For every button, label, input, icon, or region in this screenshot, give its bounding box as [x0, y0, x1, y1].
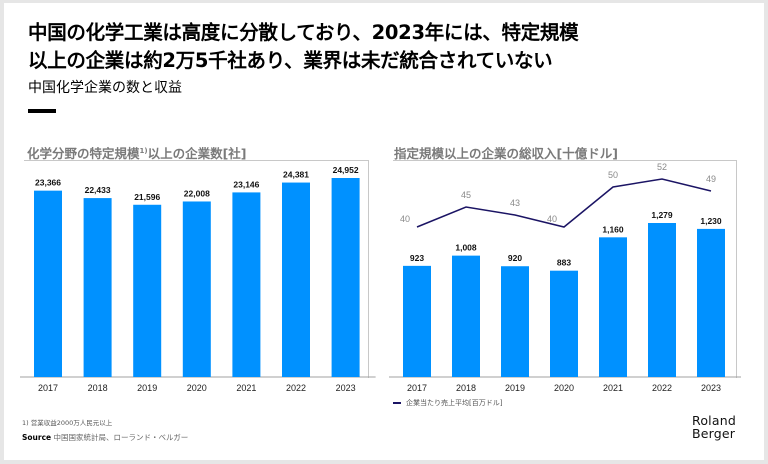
- chart-0-x-tick-2017: 2017: [38, 383, 58, 393]
- chart-1-data-label-2021: 1,160: [602, 224, 624, 234]
- chart-0-bar-2018: [83, 198, 112, 377]
- left-chart-title-footnote-marker: 1): [139, 146, 148, 155]
- left-chart-title: 化学分野の特定規模1)以上の企業数[社]: [27, 143, 247, 162]
- chart-1-data-label-2018: 1,008: [455, 243, 477, 253]
- logo-line-1: Roland: [692, 413, 736, 428]
- roland-berger-logo: Roland Berger: [692, 414, 736, 440]
- chart-1-line-label-2018: 45: [461, 190, 471, 200]
- right-chart-frame: [393, 160, 737, 378]
- chart-1-x-tick-2019: 2019: [505, 383, 525, 393]
- chart-1-bar-2019: [501, 266, 529, 377]
- title-rule: [28, 109, 56, 113]
- left-chart-title-main: 化学分野の特定規模: [27, 146, 140, 161]
- chart-1-line-label-2021: 50: [608, 170, 618, 180]
- left-chart-frame: [24, 160, 369, 378]
- chart-1-bar-2020: [550, 270, 578, 377]
- chart-0-bar-2020: [182, 201, 211, 377]
- chart-1-x-tick-2023: 2023: [701, 383, 721, 393]
- chart-1-bar-2023: [697, 228, 725, 377]
- chart-1-bar-2018: [452, 255, 480, 377]
- chart-0-bar-2023: [331, 178, 360, 377]
- left-chart-title-suffix: 以上の企業数[社]: [147, 146, 247, 161]
- chart-0-bar-2021: [232, 192, 261, 377]
- title-line-2: 以上の企業は約2万5千社あり、業界は未だ統合されていない: [28, 49, 553, 72]
- chart-0-bar-2022: [282, 182, 310, 377]
- legend-line-swatch: [393, 402, 401, 404]
- chart-0-bar-2017: [34, 190, 62, 377]
- chart-0-data-label-2019: 21,596: [134, 192, 160, 202]
- source-label: Source: [22, 433, 52, 442]
- chart-1-bar-2021: [599, 237, 627, 377]
- chart-1-x-tick-2021: 2021: [603, 383, 623, 393]
- chart-1-line-label-2020: 40: [547, 214, 557, 224]
- legend-line-label: 企業当たり売上平均[百万ドル]: [406, 399, 503, 407]
- chart-0-data-label-2018: 22,433: [85, 185, 111, 195]
- footnote: 1) 営業収益2000万人民元以上: [22, 419, 113, 427]
- chart-1-x-tick-2018: 2018: [456, 383, 476, 393]
- source-text: 中国国家統計局、ローランド・ベルガー: [53, 433, 189, 442]
- chart-0-data-label-2020: 22,008: [184, 188, 210, 198]
- slide: 中国の化学工業は高度に分散しており、2023年には、特定規模 以上の企業は約2万…: [4, 3, 764, 460]
- chart-0-x-tick-2020: 2020: [187, 383, 207, 393]
- chart-0-data-label-2017: 23,366: [35, 178, 61, 188]
- right-chart-legend: 企業当たり売上平均[百万ドル]: [393, 398, 502, 408]
- chart-1-line-label-2017: 40: [400, 214, 410, 224]
- source-line: Source 中国国家統計局、ローランド・ベルガー: [22, 432, 188, 443]
- logo-line-2: Berger: [692, 426, 736, 441]
- chart-1-line-label-2019: 43: [510, 198, 520, 208]
- title-line-1: 中国の化学工業は高度に分散しており、2023年には、特定規模: [28, 21, 579, 44]
- chart-1-x-tick-2017: 2017: [407, 383, 427, 393]
- chart-1-x-tick-2022: 2022: [652, 383, 672, 393]
- chart-0-data-label-2022: 24,381: [283, 170, 309, 180]
- chart-1-data-label-2023: 1,230: [700, 216, 722, 226]
- chart-0-x-tick-2019: 2019: [137, 383, 157, 393]
- slide-subtitle: 中国化学企業の数と収益: [28, 80, 182, 96]
- chart-1-x-tick-2020: 2020: [554, 383, 574, 393]
- slide-title: 中国の化学工業は高度に分散しており、2023年には、特定規模 以上の企業は約2万…: [28, 19, 728, 75]
- chart-0-x-tick-2023: 2023: [336, 383, 356, 393]
- chart-1-data-label-2019: 920: [508, 253, 522, 263]
- chart-1-data-label-2020: 883: [557, 258, 571, 268]
- chart-1-data-label-2017: 923: [410, 253, 424, 263]
- chart-1-data-label-2022: 1,279: [651, 210, 673, 220]
- chart-0-data-label-2021: 23,146: [233, 179, 259, 189]
- right-chart-title: 指定規模以上の企業の総収入[十億ドル]: [394, 146, 618, 161]
- chart-1-line-label-2022: 52: [657, 162, 667, 172]
- chart-0-x-tick-2022: 2022: [286, 383, 306, 393]
- chart-0-data-label-2023: 24,952: [333, 165, 359, 175]
- chart-0-x-tick-2021: 2021: [236, 383, 256, 393]
- chart-1-bar-2017: [403, 265, 431, 377]
- chart-1-line-series: [416, 178, 712, 228]
- chart-0-bar-2019: [133, 204, 162, 377]
- chart-1-line-label-2023: 49: [706, 174, 716, 184]
- chart-0-x-tick-2018: 2018: [88, 383, 108, 393]
- chart-1-bar-2022: [648, 223, 676, 377]
